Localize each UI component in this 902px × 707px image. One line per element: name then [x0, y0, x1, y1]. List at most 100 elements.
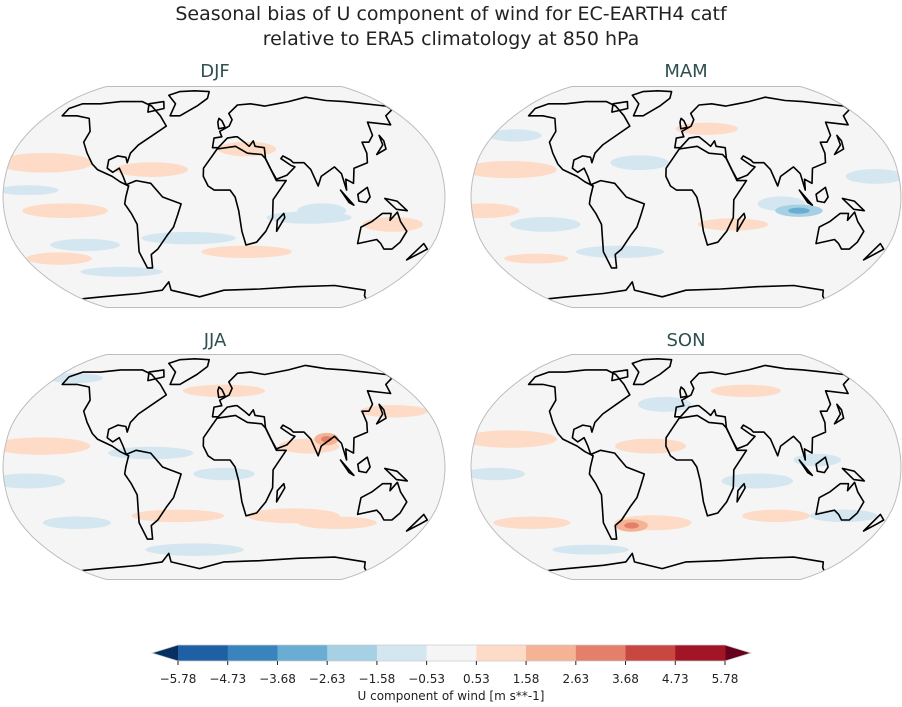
panel-title-jja: JJA	[203, 330, 227, 351]
bias-patch-core	[624, 522, 639, 529]
coastline-britain	[679, 386, 688, 399]
map-outline	[2, 86, 446, 308]
bias-patch	[471, 203, 520, 219]
coastline-japan	[375, 403, 387, 425]
coastline-borneo	[357, 186, 371, 204]
bias-patches	[471, 122, 901, 264]
colorbar-bin	[575, 645, 627, 661]
panel-title-son: SON	[666, 330, 706, 351]
colorbar-tick-label: −0.53	[408, 672, 446, 686]
bias-patch	[845, 169, 901, 184]
coastline-north-america	[527, 100, 631, 187]
coastline-australia	[815, 211, 865, 250]
bias-patch	[3, 437, 91, 455]
map-panel-mam	[470, 86, 902, 308]
coastline-sumatra	[798, 189, 814, 206]
panel-title-djf: DJF	[200, 61, 230, 82]
coastline-antarctica	[82, 281, 367, 300]
bias-patch	[141, 231, 236, 245]
colorbar-tick-label: −4.73	[209, 672, 247, 686]
map-panel-son	[470, 354, 902, 580]
coastline-baffin	[147, 100, 165, 113]
coastline-new-zealand	[405, 513, 429, 532]
bias-patch	[510, 217, 581, 232]
colorbar-bin	[327, 645, 378, 661]
coastlines	[527, 90, 885, 300]
coastline-sumatra	[339, 459, 355, 477]
coastline-antarctica	[82, 552, 367, 572]
map-background	[471, 86, 901, 308]
bias-patch	[182, 384, 266, 398]
colorbar-bin	[426, 645, 477, 661]
colorbar-tick-label: 2.63	[562, 672, 590, 686]
bias-patch	[193, 467, 255, 481]
bias-patches	[3, 141, 423, 277]
colorbar-tick-label: −5.78	[159, 672, 197, 686]
coastline-africa	[665, 414, 748, 517]
coastline-africa	[202, 414, 287, 517]
coastline-britain	[217, 386, 226, 399]
colorbar-tick-label: 1.58	[512, 672, 540, 686]
colorbar-tick-label: 5.78	[711, 672, 739, 686]
coastline-madagascar	[736, 482, 746, 503]
coastline-new-guinea	[841, 197, 866, 212]
bias-patch	[3, 152, 93, 173]
bias-patch	[297, 516, 377, 530]
bias-patch	[359, 404, 428, 418]
coastline-baffin	[611, 369, 629, 382]
map-outline	[470, 86, 902, 308]
map-outline	[470, 354, 902, 580]
figure-title-line1: Seasonal bias of U component of wind for…	[175, 3, 727, 25]
bias-patch	[710, 384, 781, 398]
coastline-borneo	[357, 456, 371, 474]
coastline-south-america	[123, 179, 182, 269]
coastline-south-america	[588, 449, 646, 540]
bias-patch	[721, 473, 794, 489]
bias-patch	[201, 245, 292, 258]
bias-patch	[471, 467, 525, 481]
bias-patch	[637, 396, 692, 412]
bias-patch	[697, 218, 769, 231]
coastline-borneo	[815, 186, 829, 204]
coastline-eurasia	[674, 96, 851, 191]
coastline-greenland	[631, 358, 673, 386]
coastline-new-zealand	[862, 513, 885, 532]
coastlines	[61, 358, 429, 572]
coastline-south-america	[123, 449, 182, 540]
coastline-baffin	[611, 100, 629, 113]
bias-patch-core	[788, 207, 810, 214]
coastline-baffin	[147, 369, 165, 382]
bias-patch	[218, 141, 277, 157]
bias-patch	[793, 453, 842, 467]
colorbar-bin	[675, 645, 726, 661]
map-background	[471, 354, 901, 580]
bias-patch	[487, 129, 542, 142]
map-background	[3, 86, 445, 308]
coastline-japan	[375, 134, 387, 156]
coastline-antarctica	[547, 281, 825, 300]
bias-patch	[615, 438, 687, 454]
bias-patch	[552, 544, 629, 555]
colorbar-tick-label: −2.63	[308, 672, 346, 686]
bias-patch	[80, 266, 163, 277]
coastline-australia	[356, 211, 408, 250]
bias-patch	[493, 516, 571, 530]
bias-patches	[3, 373, 428, 556]
colorbar-bin	[526, 645, 577, 661]
bias-patch	[471, 430, 557, 448]
coastline-madagascar	[275, 482, 286, 503]
panel-title-mam: MAM	[664, 61, 708, 82]
colorbar-extend-low	[152, 645, 178, 661]
colorbar-tick-label: −3.68	[259, 672, 296, 686]
coastline-new-zealand	[862, 242, 885, 261]
colorbar-tick-label: 3.68	[612, 672, 639, 686]
bias-patch	[742, 509, 810, 523]
coastline-africa	[665, 145, 748, 246]
coastlines	[527, 358, 885, 572]
colorbar-tick-label: 0.53	[463, 672, 490, 686]
coastline-eurasia	[211, 96, 393, 191]
bias-patch	[42, 516, 111, 530]
colorbar-bin	[277, 645, 328, 661]
coastline-new-guinea	[384, 467, 409, 482]
